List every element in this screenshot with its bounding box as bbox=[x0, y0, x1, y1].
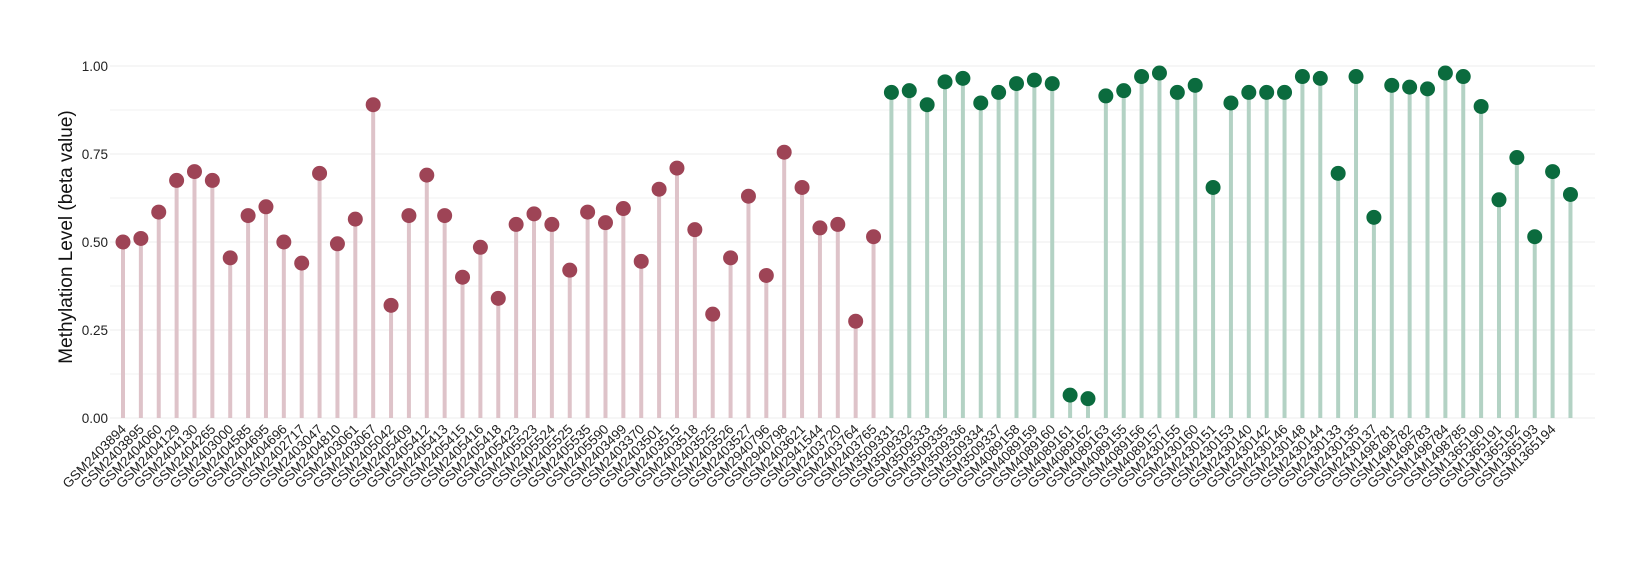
lollipop-point bbox=[1527, 229, 1543, 245]
x-axis-ticks: GSM2403894GSM2403895GSM2404060GSM2404129… bbox=[60, 421, 1559, 491]
stems bbox=[121, 73, 1573, 418]
lollipop-point bbox=[1402, 79, 1418, 95]
lollipop-point bbox=[901, 83, 917, 99]
lollipop-point bbox=[365, 97, 381, 113]
lollipop-point bbox=[1009, 76, 1024, 92]
lollipop-point bbox=[383, 297, 399, 313]
lollipop-point bbox=[276, 234, 292, 250]
lollipop-point bbox=[1455, 69, 1471, 85]
lollipop-point bbox=[597, 215, 613, 231]
points bbox=[115, 65, 1578, 407]
lollipop-point bbox=[222, 250, 238, 266]
lollipop-point bbox=[1294, 69, 1310, 85]
lollipop-point bbox=[490, 290, 506, 306]
lollipop-point bbox=[1277, 84, 1293, 100]
lollipop-point bbox=[723, 250, 739, 266]
lollipop-point bbox=[347, 211, 363, 227]
lollipop-point bbox=[1259, 84, 1275, 100]
lollipop-point bbox=[1420, 81, 1436, 97]
lollipop-point bbox=[937, 74, 953, 90]
lollipop-point bbox=[1473, 98, 1489, 114]
lollipop-point bbox=[204, 172, 220, 188]
lollipop-point bbox=[1026, 72, 1042, 88]
lollipop-point bbox=[115, 234, 131, 250]
lollipop-point bbox=[1312, 70, 1328, 86]
lollipop-point bbox=[1509, 150, 1525, 166]
lollipop-point bbox=[329, 236, 345, 252]
lollipop-point bbox=[151, 204, 167, 220]
lollipop-point bbox=[740, 188, 756, 204]
lollipop-point bbox=[1080, 391, 1096, 407]
lollipop-point bbox=[312, 165, 328, 181]
y-tick-label: 0.00 bbox=[82, 411, 108, 426]
lollipop-point bbox=[758, 267, 774, 283]
gridlines bbox=[110, 65, 1595, 419]
lollipop-point bbox=[955, 70, 971, 86]
lollipop-point bbox=[1384, 77, 1400, 93]
lollipop-point bbox=[830, 216, 846, 232]
lollipop-point bbox=[919, 97, 935, 113]
lollipop-point bbox=[991, 84, 1007, 100]
lollipop-point bbox=[1241, 84, 1257, 100]
lollipop-point bbox=[812, 220, 828, 236]
lollipop-point bbox=[240, 208, 256, 224]
y-axis-title: Methylation Level (beta value) bbox=[56, 110, 77, 363]
lollipop-point bbox=[1205, 179, 1221, 195]
lollipop-point bbox=[1044, 76, 1060, 92]
lollipop-point bbox=[1330, 165, 1346, 181]
lollipop-point bbox=[794, 179, 810, 195]
lollipop-point bbox=[1098, 88, 1114, 104]
lollipop-point bbox=[1169, 84, 1185, 100]
lollipop-point bbox=[705, 306, 721, 322]
lollipop-point bbox=[1151, 65, 1167, 81]
lollipop-point bbox=[133, 230, 149, 246]
lollipop-point bbox=[669, 160, 685, 176]
y-tick-label: 0.25 bbox=[82, 323, 108, 338]
lollipop-point bbox=[1134, 69, 1150, 85]
lollipop-point bbox=[1223, 95, 1239, 111]
lollipop-point bbox=[526, 206, 542, 222]
lollipop-point bbox=[615, 201, 631, 217]
y-tick-label: 0.50 bbox=[82, 235, 108, 250]
lollipop-point bbox=[508, 216, 524, 232]
lollipop-point bbox=[455, 269, 471, 285]
lollipop-point bbox=[687, 222, 703, 238]
lollipop-point bbox=[1116, 83, 1132, 99]
lollipop-point bbox=[437, 208, 453, 224]
lollipop-point bbox=[580, 204, 596, 220]
lollipop-point bbox=[1491, 192, 1507, 208]
lollipop-point bbox=[1366, 209, 1382, 225]
lollipop-point bbox=[866, 229, 882, 245]
lollipop-point bbox=[1348, 69, 1364, 85]
lollipop-point bbox=[544, 216, 560, 232]
y-tick-label: 1.00 bbox=[82, 59, 108, 74]
lollipop-point bbox=[973, 95, 989, 111]
lollipop-point bbox=[1562, 186, 1578, 202]
lollipop-point bbox=[776, 144, 792, 160]
lollipop-point bbox=[633, 253, 649, 269]
lollipop-point bbox=[1187, 77, 1203, 93]
lollipop-point bbox=[1062, 387, 1078, 403]
y-axis-ticks: 0.00 0.25 0.50 0.75 1.00 bbox=[82, 59, 108, 426]
lollipop-point bbox=[1545, 164, 1561, 180]
lollipop-point bbox=[169, 172, 185, 188]
lollipop-point bbox=[883, 84, 899, 100]
lollipop-point bbox=[651, 181, 667, 197]
lollipop-point bbox=[848, 313, 864, 329]
y-tick-label: 0.75 bbox=[82, 147, 108, 162]
lollipop-point bbox=[419, 167, 435, 183]
lollipop-point bbox=[258, 199, 274, 215]
lollipop-point bbox=[294, 255, 310, 271]
lollipop-point bbox=[562, 262, 578, 278]
lollipop-point bbox=[1437, 65, 1453, 81]
lollipop-point bbox=[401, 208, 417, 224]
lollipop-point bbox=[186, 164, 202, 180]
lollipop-point bbox=[472, 239, 488, 255]
